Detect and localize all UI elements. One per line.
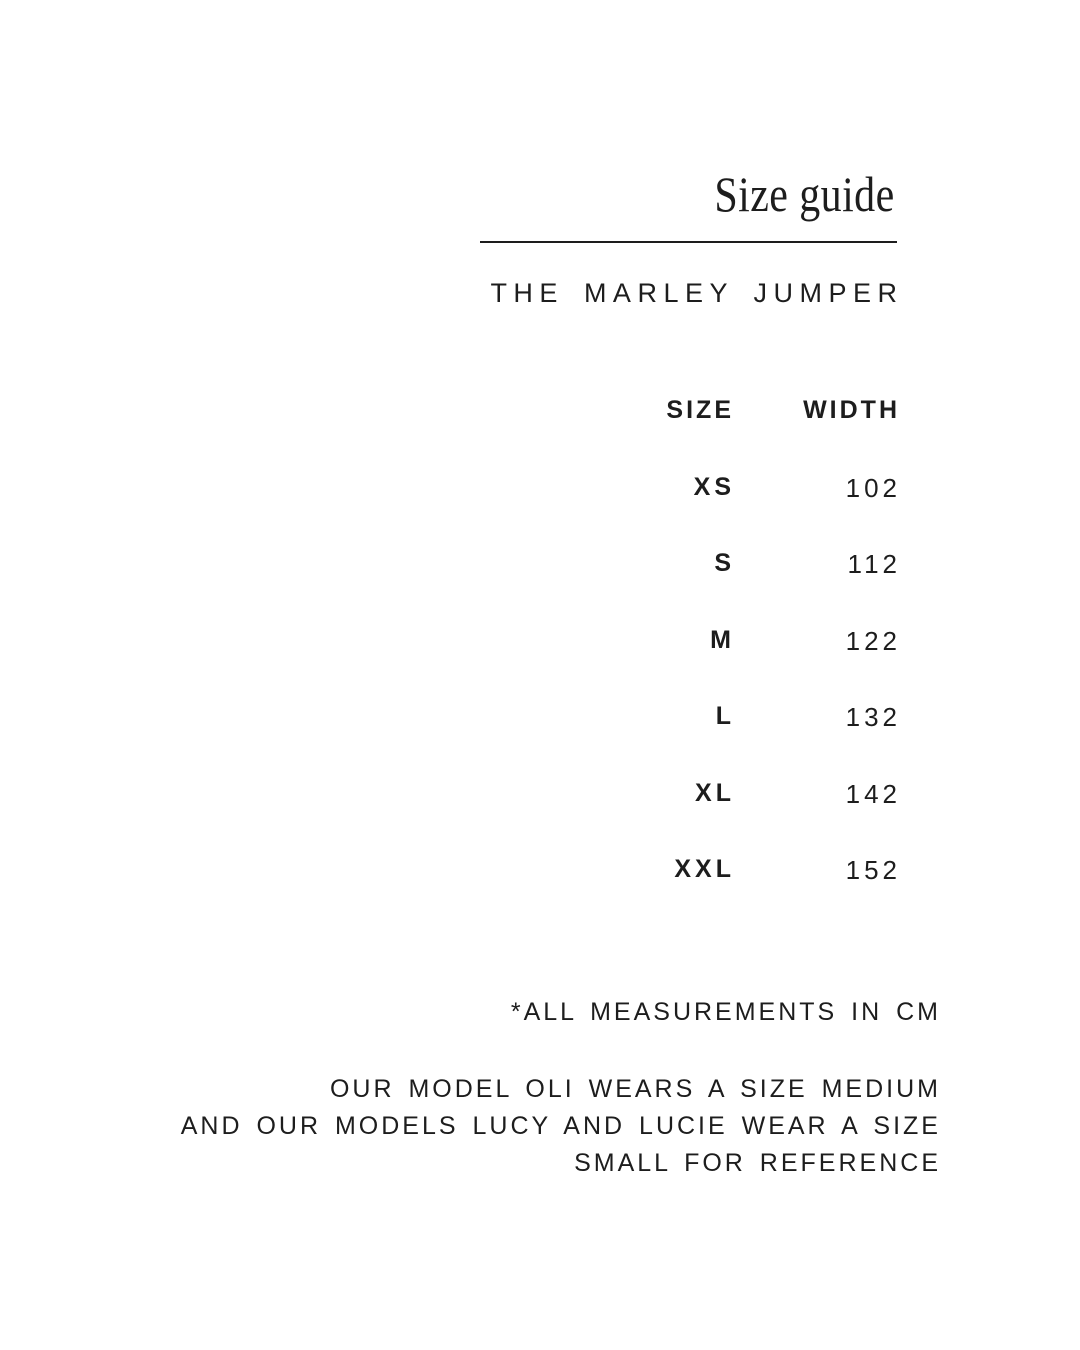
model-note-line-1: OUR MODEL OLI WEARS A SIZE MEDIUM bbox=[329, 1075, 941, 1103]
size-table: SIZE WIDTH XS 102 S 112 M 122 L 132 XL 1… bbox=[537, 396, 897, 932]
width-value-xs: 102 bbox=[845, 472, 901, 503]
model-note-line-2: AND OUR MODELS LUCY AND LUCIE WEAR A SIZ… bbox=[180, 1112, 941, 1140]
width-value-m: 122 bbox=[845, 625, 901, 656]
size-label-l: L bbox=[715, 702, 735, 730]
size-label-s: S bbox=[714, 549, 735, 577]
measurement-note: *ALL MEASUREMENTS IN CM bbox=[510, 998, 941, 1026]
model-note: OUR MODEL OLI WEARS A SIZE MEDIUM AND OU… bbox=[181, 1071, 941, 1182]
title-divider bbox=[480, 241, 897, 243]
product-name: THE MARLEY JUMPER bbox=[490, 278, 904, 308]
column-header-width: WIDTH bbox=[803, 396, 900, 424]
size-label-xl: XL bbox=[695, 778, 735, 807]
width-value-s: 112 bbox=[847, 549, 901, 579]
width-value-l: 132 bbox=[845, 702, 901, 732]
model-note-line-3: SMALL FOR REFERENCE bbox=[574, 1149, 941, 1177]
column-header-size: SIZE bbox=[666, 396, 734, 424]
width-value-xxl: 152 bbox=[845, 855, 901, 885]
size-label-xxl: XXL bbox=[674, 855, 735, 883]
width-value-xl: 142 bbox=[845, 778, 901, 809]
page-title: Size guide bbox=[714, 166, 895, 222]
size-label-m: M bbox=[710, 625, 735, 654]
size-label-xs: XS bbox=[693, 472, 735, 501]
